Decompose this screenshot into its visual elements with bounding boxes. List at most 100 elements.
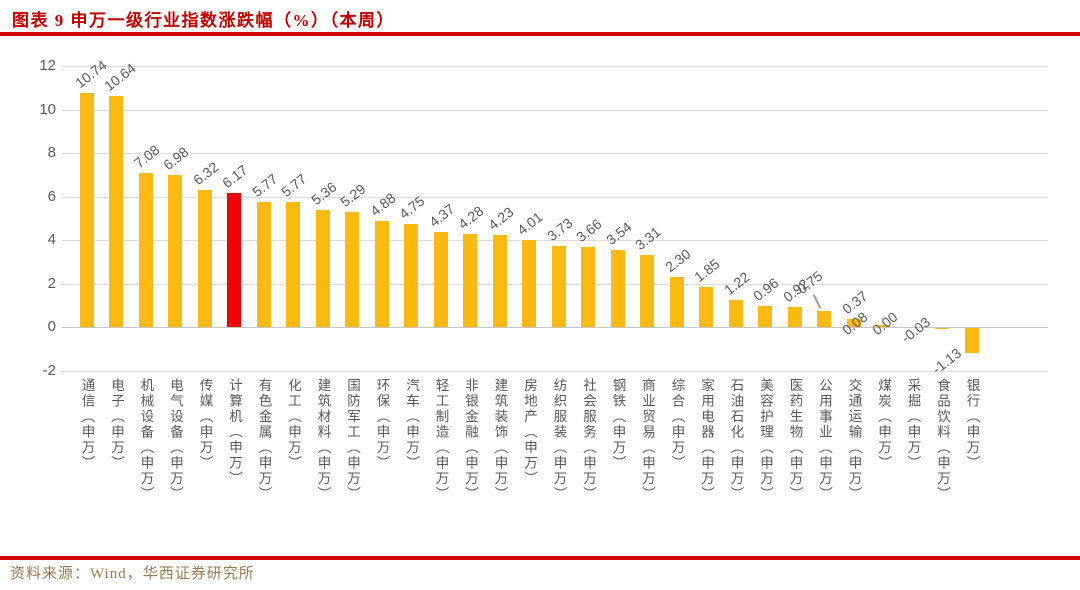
y-axis-tick-label: 12 (39, 57, 56, 74)
source-note: 资料来源：Wind，华西证券研究所 (10, 566, 255, 582)
bar-value-label: 3.66 (573, 216, 605, 246)
y-axis-tick-label: 10 (39, 100, 56, 118)
bar-煤炭（申万） (876, 325, 890, 327)
bar-value-label: 5.29 (337, 180, 369, 210)
x-axis-category-label: 钢铁（申万） (610, 378, 626, 471)
bar-value-label: 5.36 (307, 179, 339, 209)
bar-社会服务（申万） (581, 247, 595, 327)
bar-房地产（申万） (522, 239, 536, 327)
bar-value-label: 3.54 (602, 218, 634, 248)
bar-家用电器（申万） (699, 286, 713, 327)
bar-value-label: 0.00 (868, 308, 900, 338)
x-axis-category-label: 有色金属（申万） (256, 378, 272, 502)
x-axis-category-label: 美容护理（申万） (758, 378, 773, 502)
x-axis-category-label: 综合（申万） (669, 378, 685, 471)
bar-value-label: 0.08 (839, 308, 871, 338)
gridline (62, 153, 1048, 154)
bar-轻工制造（申万） (433, 231, 448, 327)
bar-value-label: 5.77 (248, 170, 280, 200)
x-axis-category-label: 医药生物（申万） (787, 378, 803, 502)
bar-机械设备（申万） (138, 173, 153, 327)
bar-环保（申万） (374, 220, 389, 327)
x-axis-category-label: 交通运输（申万） (846, 378, 862, 502)
bar-医药生物（申万） (787, 306, 802, 327)
bar-通信（申万） (79, 93, 94, 327)
bar-value-label: 4.88 (366, 189, 398, 219)
bar-value-label: 5.77 (278, 170, 310, 200)
gridline (62, 370, 1048, 372)
bar-value-label: -1.13 (928, 344, 964, 377)
x-axis-category-label: 电子（申万） (109, 378, 124, 471)
bar-value-label: 1.22 (720, 269, 752, 299)
y-axis-tick-label: 2 (47, 274, 56, 292)
bar-value-label: 10.74 (71, 57, 110, 92)
bar-公用事业（申万） (817, 310, 831, 327)
y-axis-tick-label: 6 (47, 187, 56, 205)
bar-value-label: 6.98 (160, 143, 192, 174)
x-axis-category-label: 化工（申万） (286, 378, 301, 471)
x-axis-category-label: 建筑材料（申万） (315, 378, 331, 502)
bar-建筑材料（申万） (315, 210, 330, 327)
bar-综合（申万） (669, 276, 684, 327)
x-axis-category-label: 电气设备（申万） (168, 378, 183, 502)
bar-传媒（申万） (197, 189, 212, 327)
gridline (62, 196, 1048, 198)
x-axis-category-label: 国防军工（申万） (345, 378, 360, 502)
x-axis-category-label: 采掘（申万） (905, 378, 921, 471)
gridline (62, 327, 1048, 328)
figure-title: 图表 9 申万一级行业指数涨跌幅（%）（本周） (12, 11, 395, 30)
y-axis-tick-label: 0 (47, 318, 56, 335)
x-axis-category-label: 纺织服装（申万） (551, 378, 567, 502)
bar-国防军工（申万） (345, 211, 359, 327)
bar-value-label: 3.31 (632, 223, 664, 253)
x-axis-category-label: 商业贸易（申万） (640, 378, 655, 502)
x-axis-category-label: 社会服务（申万） (581, 378, 596, 502)
x-axis-category-label: 食品饮料（申万） (935, 378, 950, 502)
bar-电气设备（申万） (168, 175, 182, 327)
x-axis-category-label: 轻工制造（申万） (433, 378, 449, 502)
bar-value-label: 7.08 (130, 141, 162, 171)
bar-value-label: 0.96 (750, 274, 782, 305)
footer-divider-rule (0, 556, 1080, 560)
y-axis-tick-label: 4 (47, 231, 56, 248)
bar-食品饮料（申万） (935, 328, 949, 329)
industry-bar-chart: 12 10 8 6 4 2 0 -2 10.74 10.64 7.08 6.98 6.32 6.17 5.… (39, 57, 1048, 502)
x-axis-category-label: 建筑装饰（申万） (492, 378, 508, 502)
bar-value-label: 4.37 (425, 200, 457, 230)
bar-建筑装饰（申万） (492, 234, 507, 327)
bar-电子（申万） (109, 95, 123, 327)
x-axis-category-label: 石油石化（申万） (728, 378, 744, 502)
x-axis-category-label: 计算机（申万） (227, 378, 242, 487)
y-axis-tick-label: 8 (47, 144, 56, 161)
bar-有色金属（申万） (256, 201, 271, 327)
bar-交通运输（申万） (846, 318, 861, 327)
bar-纺织服装（申万） (551, 245, 566, 327)
title-divider-rule (0, 32, 1080, 36)
x-axis-category-label: 非银金融（申万） (463, 378, 478, 502)
x-axis-category-label: 房地产（申万） (522, 378, 537, 487)
x-axis-category-label: 银行（申万） (964, 378, 980, 471)
gridline (62, 66, 1048, 67)
x-axis-category-label: 煤炭（申万） (876, 378, 891, 471)
bar-value-label: 6.17 (219, 161, 251, 191)
x-axis-category-label: 公用事业（申万） (817, 378, 832, 502)
bar-value-label: 4.23 (484, 203, 516, 233)
bar-非银金融（申万） (463, 233, 477, 327)
x-axis-category-label: 汽车（申万） (404, 378, 419, 471)
gridline (62, 109, 1048, 111)
bar-value-label: 6.32 (189, 158, 221, 188)
bar-value-label: 4.28 (455, 202, 487, 232)
bar-value-label: 1.85 (691, 255, 723, 285)
x-axis-category-label: 环保（申万） (374, 378, 390, 471)
bar-商业贸易（申万） (640, 255, 654, 327)
bar-化工（申万） (286, 201, 300, 327)
x-axis-category-label: 机械设备（申万） (138, 378, 154, 502)
bar-石油石化（申万） (728, 300, 743, 327)
x-axis-category-label: 通信（申万） (79, 378, 95, 471)
x-axis-category-label: 传媒（申万） (197, 378, 213, 471)
gridline (62, 240, 1048, 241)
bar-美容护理（申万） (758, 306, 772, 327)
bar-银行（申万） (964, 328, 979, 353)
y-axis-tick-label: -2 (42, 361, 56, 379)
